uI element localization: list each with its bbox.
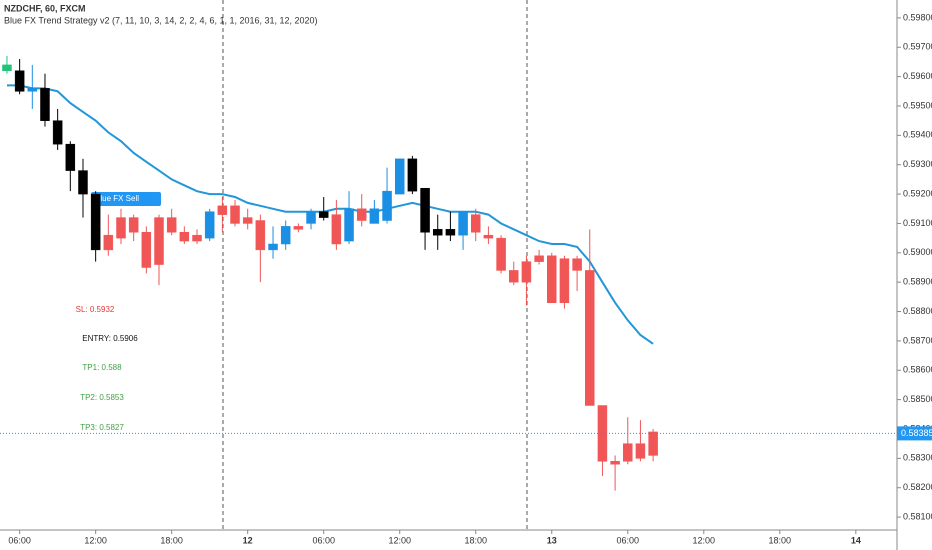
candle-body bbox=[344, 208, 354, 242]
candle-body bbox=[610, 461, 620, 465]
moving-average bbox=[7, 84, 654, 345]
x-tick-label: 12:00 bbox=[693, 535, 716, 545]
candle-body bbox=[230, 205, 240, 224]
x-tick-label: 12 bbox=[243, 535, 253, 545]
candle-body bbox=[572, 258, 582, 271]
candle-body bbox=[14, 70, 25, 92]
candle-body bbox=[458, 211, 468, 236]
candle-body bbox=[547, 255, 557, 303]
candle-body bbox=[585, 270, 595, 406]
candle-body bbox=[394, 158, 405, 195]
candle-body bbox=[204, 211, 215, 239]
candle-body bbox=[420, 187, 430, 233]
candle-body bbox=[306, 211, 316, 224]
candle-body bbox=[103, 234, 114, 251]
candle-body bbox=[166, 217, 177, 233]
candle-body bbox=[268, 243, 278, 251]
candle-body bbox=[52, 120, 63, 145]
x-tick-label: 06:00 bbox=[8, 535, 31, 545]
candle-body bbox=[521, 261, 532, 283]
candle-body bbox=[648, 431, 658, 456]
candle-body bbox=[382, 190, 392, 221]
x-tick-label: 12:00 bbox=[388, 535, 411, 545]
candle-body bbox=[635, 443, 646, 459]
candle-body bbox=[318, 211, 329, 218]
candle-body bbox=[293, 226, 304, 230]
signal-label-box bbox=[91, 192, 161, 206]
level-label: TP1: 0.588 bbox=[82, 363, 122, 372]
candle-body bbox=[534, 255, 544, 262]
candle-body bbox=[407, 158, 418, 192]
indicator-title: Blue FX Trend Strategy v2 (7, 11, 10, 3,… bbox=[4, 15, 318, 25]
candle-body bbox=[356, 208, 367, 221]
candle-body bbox=[432, 229, 443, 236]
x-tick-label: 18:00 bbox=[464, 535, 487, 545]
candle-body bbox=[623, 443, 633, 462]
last-price-box bbox=[897, 426, 932, 441]
x-tick-label: 18:00 bbox=[769, 535, 792, 545]
candle-body bbox=[217, 205, 228, 215]
candle-body bbox=[154, 217, 164, 265]
last-price-label: 0.58385 bbox=[901, 428, 932, 438]
candle-body bbox=[255, 220, 266, 251]
candle-body bbox=[40, 88, 50, 121]
candle-body bbox=[508, 270, 519, 283]
candle-body bbox=[78, 170, 88, 195]
candle-body bbox=[192, 234, 202, 242]
candle-body bbox=[445, 229, 456, 236]
candle-body bbox=[470, 214, 481, 233]
candle-body bbox=[369, 208, 380, 224]
candle-body bbox=[65, 143, 76, 171]
level-label: TP2: 0.5853 bbox=[80, 393, 124, 402]
candle-body bbox=[116, 217, 126, 239]
candle-body bbox=[597, 405, 608, 462]
x-tick-label: 13 bbox=[547, 535, 557, 545]
x-tick-label: 06:00 bbox=[312, 535, 335, 545]
level-label: SL: 0.5932 bbox=[76, 305, 115, 314]
candle-body bbox=[242, 217, 253, 224]
candle-body bbox=[141, 232, 152, 268]
candle-body bbox=[331, 214, 342, 245]
candle-body bbox=[179, 232, 190, 242]
chart-title: NZDCHF, 60, FXCM bbox=[4, 3, 86, 13]
candle-body bbox=[559, 258, 570, 303]
level-label: TP3: 0.5827 bbox=[80, 423, 124, 432]
x-tick-label: 14 bbox=[851, 535, 861, 545]
signal-label: Blue FX Sell bbox=[95, 194, 139, 203]
candle-body bbox=[483, 234, 494, 239]
candle-body bbox=[90, 193, 101, 251]
candle-body bbox=[496, 237, 506, 271]
candle-body bbox=[27, 88, 38, 92]
x-tick-label: 12:00 bbox=[84, 535, 107, 545]
x-tick-label: 18:00 bbox=[160, 535, 183, 545]
candle-body bbox=[2, 64, 12, 72]
x-tick-label: 06:00 bbox=[617, 535, 640, 545]
candle-body bbox=[280, 226, 291, 245]
candle-body bbox=[128, 217, 139, 233]
level-label: ENTRY: 0.5906 bbox=[82, 334, 138, 343]
